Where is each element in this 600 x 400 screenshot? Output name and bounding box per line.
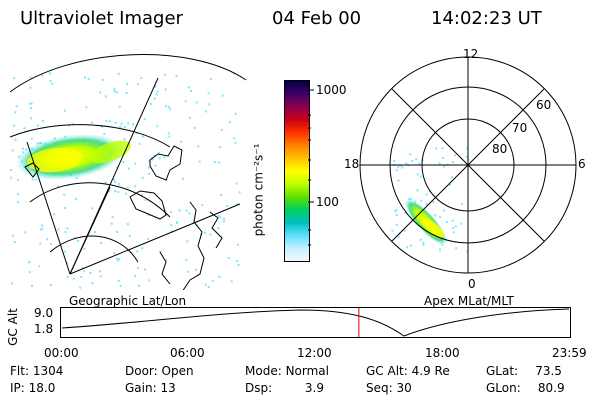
info-glat: GLat: 73.5 — [486, 364, 562, 378]
info-glon: GLon: 80.9 — [486, 381, 565, 395]
altplot-ylabel: GC Alt — [5, 308, 20, 346]
geographic-panel-label: Geographic Lat/Lon — [69, 294, 187, 308]
geo-aurora — [15, 133, 131, 181]
geographic-map — [10, 54, 247, 290]
altplot-xtick-0000: 00:00 — [44, 346, 79, 360]
altplot-xtick-1200: 12:00 — [297, 346, 332, 360]
colorbar-tick-1000: 1000 — [316, 83, 347, 97]
info-gain: Gain: 13 — [125, 381, 176, 395]
info-flt: Flt: 1304 — [10, 364, 64, 378]
info-ip: IP: 18.0 — [10, 381, 56, 395]
info-mode: Mode: Normal — [245, 364, 329, 378]
coastline — [24, 145, 223, 290]
altplot-xtick-2359: 23:59 — [552, 346, 587, 360]
colorbar — [284, 80, 310, 262]
image-date: 04 Feb 00 — [272, 8, 362, 29]
magnetic-panel-label: Apex MLat/MLT — [424, 294, 514, 308]
colorbar-tick-100: 100 — [316, 195, 339, 209]
info-dsp: Dsp: 3.9 — [245, 381, 324, 395]
altplot-xtick-0600: 06:00 — [170, 346, 205, 360]
info-gc-alt: GC Alt: 4.9 Re — [366, 364, 450, 378]
mlt-label-18: 18 — [344, 157, 360, 171]
altplot-xtick-1800: 18:00 — [425, 346, 460, 360]
polar-map — [359, 56, 577, 274]
mlt-label-6: 6 — [578, 157, 586, 171]
altplot-ytick-high: 9.0 — [34, 306, 54, 320]
polar-aurora — [404, 198, 448, 246]
info-door: Door: Open — [125, 364, 194, 378]
info-seq: Seq: 30 — [366, 381, 412, 395]
colorbar-unit-label: photon cm⁻²s⁻¹ — [251, 143, 266, 237]
altitude-plot — [60, 307, 571, 338]
mlt-label-12: 12 — [463, 47, 479, 61]
instrument-title: Ultraviolet Imager — [20, 8, 183, 29]
mlat-label-60: 60 — [536, 98, 552, 112]
altplot-ytick-low: 1.8 — [34, 322, 54, 336]
colorbar-ticks — [308, 89, 314, 246]
mlat-label-80: 80 — [492, 142, 508, 156]
mlt-label-0: 0 — [468, 277, 476, 291]
mlat-label-70: 70 — [512, 121, 528, 135]
image-time: 14:02:23 UT — [431, 8, 542, 29]
